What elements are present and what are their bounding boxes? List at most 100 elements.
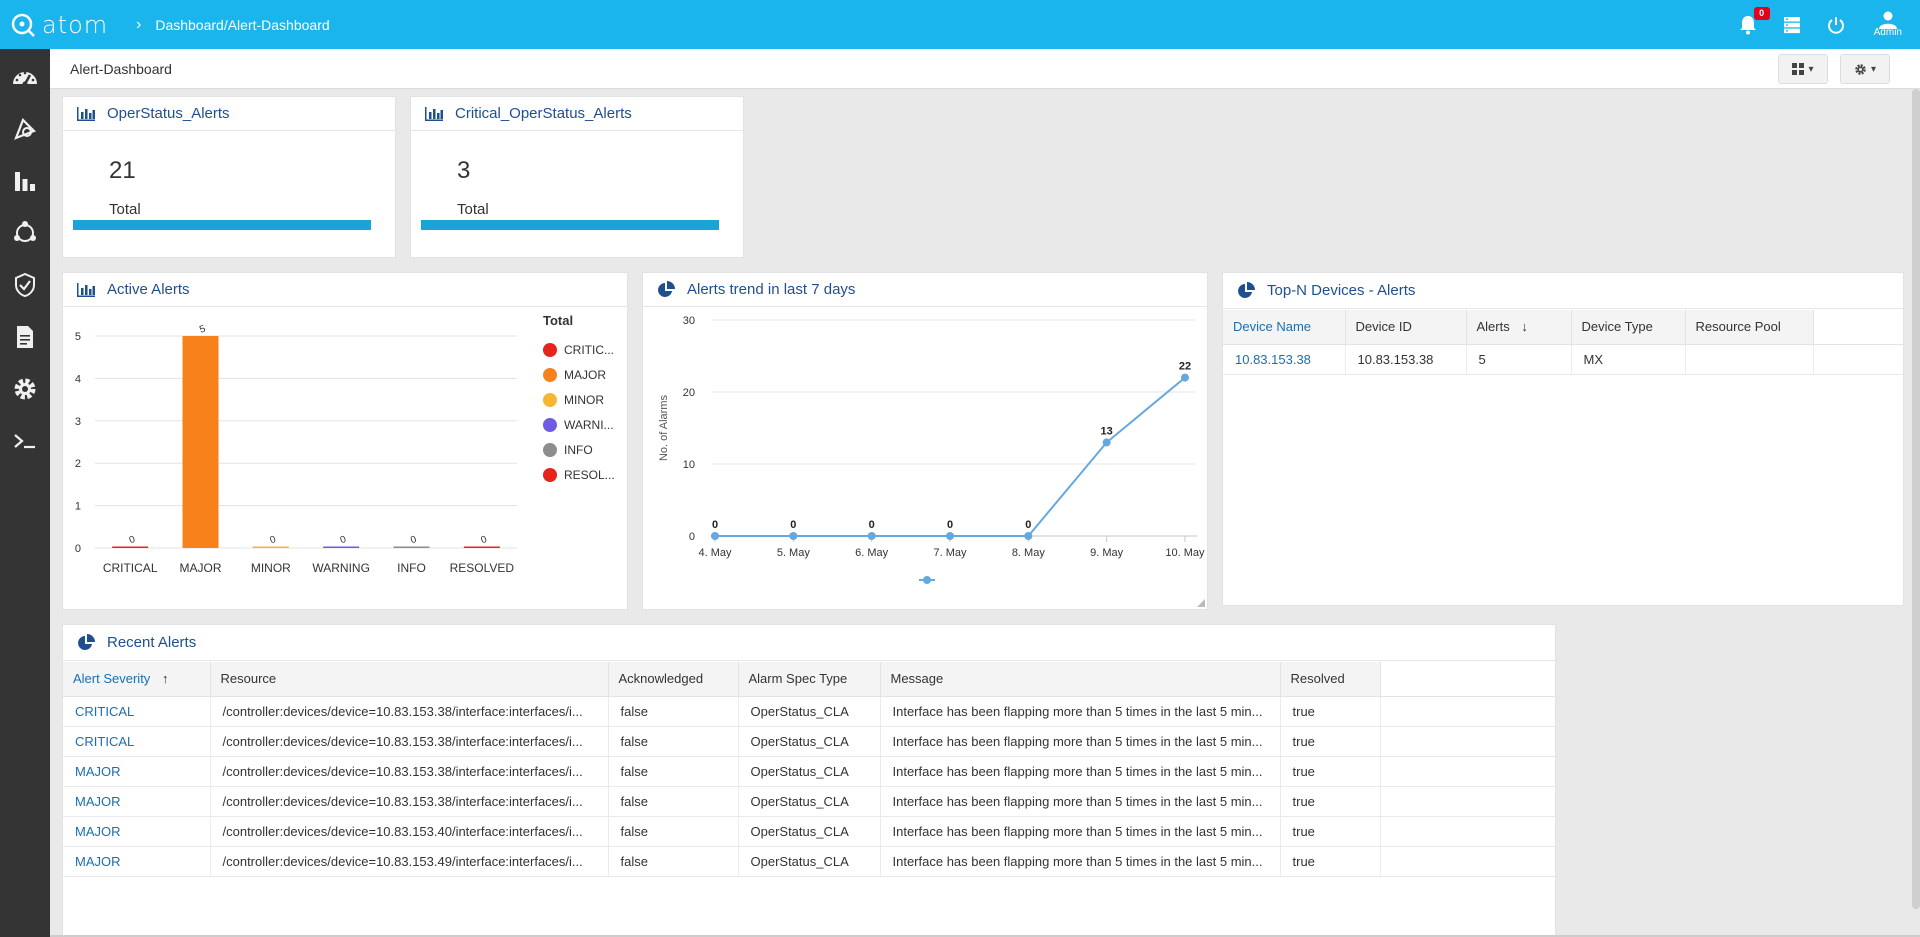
legend-item[interactable]: RESOL... — [543, 462, 615, 487]
sidebar-item-analytics[interactable] — [0, 155, 50, 207]
notifications-button[interactable]: 0 — [1736, 6, 1770, 37]
alert-severity-cell[interactable]: MAJOR — [63, 756, 211, 787]
column-header-acknowledged[interactable]: Acknowledged — [608, 662, 739, 697]
x-tick-label: CRITICAL — [103, 561, 158, 575]
data-point[interactable] — [1024, 532, 1033, 540]
table-row[interactable]: 10.83.153.38 10.83.153.38 5 MX — [1223, 344, 1903, 375]
data-point[interactable] — [867, 532, 876, 540]
alert-severity-cell[interactable]: MAJOR — [63, 816, 211, 847]
legend-swatch — [543, 417, 557, 432]
card-title[interactable]: Alerts trend in last 7 days — [687, 281, 856, 298]
sidebar-item-dashboard[interactable] — [0, 51, 50, 103]
bar[interactable] — [323, 546, 360, 549]
sidebar-item-topology[interactable] — [0, 207, 50, 259]
x-tick-label: 9. May — [1090, 547, 1124, 559]
y-tick-label: 1 — [75, 501, 81, 513]
column-header-message[interactable]: Message — [880, 662, 1281, 697]
resize-handle-icon[interactable] — [1197, 599, 1205, 607]
sidebar-item-resource-manager[interactable] — [0, 103, 50, 155]
x-tick-label: 6. May — [855, 547, 889, 559]
data-point[interactable] — [789, 532, 798, 540]
message-cell: Interface has been flapping more than 5 … — [880, 816, 1281, 847]
filler-cell — [1380, 846, 1555, 877]
bar-chart-icon — [425, 106, 443, 121]
user-label: Admin — [1873, 27, 1902, 38]
data-label: 22 — [1179, 361, 1191, 373]
acknowledged-cell: false — [608, 816, 739, 847]
alert-severity-cell[interactable]: CRITICAL — [63, 726, 211, 757]
acknowledged-cell: false — [608, 696, 739, 727]
sidebar-item-documents[interactable] — [0, 311, 50, 363]
card-title[interactable]: Top-N Devices - Alerts — [1267, 282, 1416, 299]
x-tick-label: WARNING — [312, 561, 370, 575]
sidebar-item-terminal[interactable] — [0, 415, 50, 467]
bar[interactable] — [393, 546, 430, 549]
table-row[interactable]: MAJOR/controller:devices/device=10.83.15… — [63, 786, 1555, 817]
column-header-resolved[interactable]: Resolved — [1280, 662, 1381, 697]
legend-label: INFO — [564, 442, 593, 457]
table-row[interactable]: CRITICAL/controller:devices/device=10.83… — [63, 726, 1555, 757]
pie-chart-icon — [1238, 281, 1255, 298]
resolved-cell: true — [1280, 816, 1381, 847]
device-name-cell[interactable]: 10.83.153.38 — [1223, 344, 1346, 375]
app-logo[interactable]: atom — [10, 11, 130, 39]
column-header-resource[interactable]: Resource — [210, 662, 609, 697]
table-row[interactable]: MAJOR/controller:devices/device=10.83.15… — [63, 756, 1555, 787]
filler-cell — [1380, 696, 1555, 727]
alert-severity-cell[interactable]: MAJOR — [63, 846, 211, 877]
card-title[interactable]: Recent Alerts — [107, 634, 197, 651]
card-title[interactable]: Critical_OperStatus_Alerts — [455, 105, 632, 122]
sidebar-item-settings[interactable] — [0, 363, 50, 415]
legend-item[interactable]: MAJOR — [543, 362, 615, 387]
bar[interactable] — [463, 546, 500, 549]
security-shield-check-icon — [15, 273, 35, 297]
resource-cell: /controller:devices/device=10.83.153.38/… — [210, 786, 609, 817]
grid-layout-icon — [1792, 63, 1805, 75]
notification-count-badge: 0 — [1753, 6, 1770, 20]
sort-descending-icon: ↓ — [1521, 319, 1528, 335]
breadcrumb[interactable]: Dashboard/Alert-Dashboard — [155, 16, 330, 33]
resource-cell: /controller:devices/device=10.83.153.38/… — [210, 696, 609, 727]
bar[interactable] — [182, 336, 219, 548]
terminal-prompt-icon — [14, 434, 35, 449]
table-row[interactable]: MAJOR/controller:devices/device=10.83.15… — [63, 846, 1555, 877]
data-label: 0 — [947, 519, 953, 531]
page-scrollbar[interactable] — [1912, 89, 1920, 909]
column-header-device-name[interactable]: Device Name — [1223, 310, 1346, 345]
filler-cell — [1380, 756, 1555, 787]
alert-severity-cell[interactable]: CRITICAL — [63, 696, 211, 727]
legend-item[interactable]: WARNI... — [543, 412, 615, 437]
x-tick-label: 10. May — [1165, 547, 1205, 559]
table-row[interactable]: CRITICAL/controller:devices/device=10.83… — [63, 696, 1555, 727]
dashboard-settings-dropdown-button[interactable]: ▾ — [1840, 54, 1890, 84]
legend-item[interactable]: CRITIC... — [543, 337, 615, 362]
legend-item[interactable]: INFO — [543, 437, 615, 462]
app-name: atom — [42, 10, 109, 39]
alert-severity-cell[interactable]: MAJOR — [63, 786, 211, 817]
layout-dropdown-button[interactable]: ▾ — [1778, 54, 1828, 84]
column-header-device-type[interactable]: Device Type — [1571, 310, 1686, 345]
legend-swatch — [543, 342, 557, 357]
card-title[interactable]: Active Alerts — [107, 281, 190, 298]
tasks-button[interactable] — [1780, 13, 1804, 37]
bar[interactable] — [112, 546, 149, 549]
user-menu[interactable]: Admin — [1874, 11, 1902, 38]
column-header-alarm-spec-type[interactable]: Alarm Spec Type — [738, 662, 881, 697]
column-header-device-id[interactable]: Device ID — [1345, 310, 1467, 345]
column-header-resource-pool[interactable]: Resource Pool — [1685, 310, 1814, 345]
data-point[interactable] — [1181, 373, 1189, 382]
sidebar-item-security[interactable] — [0, 259, 50, 311]
bar-chart-icon — [77, 282, 95, 297]
card-title[interactable]: OperStatus_Alerts — [107, 105, 230, 122]
column-header-alerts[interactable]: Alerts ↓ — [1466, 310, 1572, 345]
legend-marker[interactable] — [923, 576, 931, 584]
bar-chart-icon — [77, 106, 95, 121]
data-point[interactable] — [946, 532, 954, 540]
bar[interactable] — [252, 546, 289, 549]
column-header-alert-severity[interactable]: Alert Severity ↑ — [63, 662, 211, 697]
data-point[interactable] — [711, 532, 719, 540]
logout-button[interactable] — [1824, 13, 1848, 37]
table-row[interactable]: MAJOR/controller:devices/device=10.83.15… — [63, 816, 1555, 847]
data-point[interactable] — [1102, 438, 1111, 447]
legend-item[interactable]: MINOR — [543, 387, 615, 412]
